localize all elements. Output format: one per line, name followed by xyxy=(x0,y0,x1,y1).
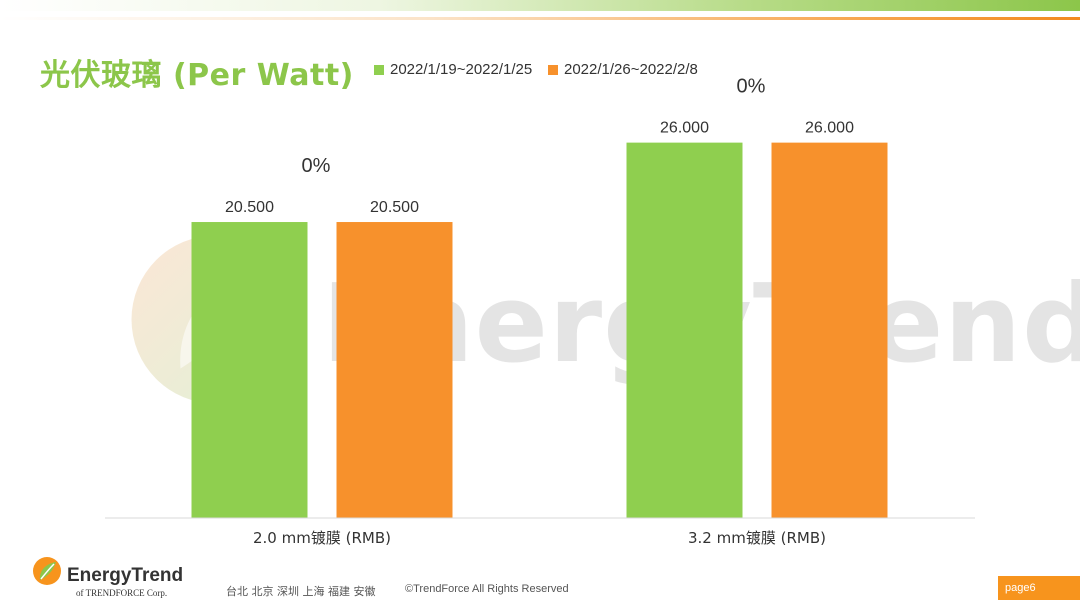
footer-cities: 台北 北京 深圳 上海 福建 安徽 xyxy=(226,585,376,598)
page-number-badge: page6 xyxy=(998,576,1080,600)
data-label-1-2: 26.000 xyxy=(660,120,709,137)
legend-swatch-green xyxy=(374,64,384,75)
x-tick-label-1: 2.0 mm镀膜 (RMB) xyxy=(253,529,391,547)
x-tick-label-2: 3.2 mm镀膜 (RMB) xyxy=(688,529,826,547)
bar-2-1 xyxy=(336,222,453,518)
legend-item-series-1: 2022/1/19~2022/1/25 xyxy=(374,61,532,78)
energytrend-logo-icon xyxy=(33,557,61,585)
legend-label-series-1: 2022/1/19~2022/1/25 xyxy=(390,61,533,78)
footer-brand: EnergyTrend xyxy=(67,565,184,586)
slide-title: 光伏玻璃 (Per Watt) xyxy=(40,58,354,93)
change-label-1: 0% xyxy=(302,155,331,177)
legend-item-series-2: 2022/1/26~2022/2/8 xyxy=(548,61,698,78)
footer-subtitle: of TRENDFORCE Corp. xyxy=(76,588,168,598)
data-label-1-1: 20.500 xyxy=(225,199,274,216)
top-accent-line xyxy=(0,17,1080,20)
bar-1-1 xyxy=(191,222,308,518)
bar-2-2 xyxy=(771,142,888,518)
footer-copyright: ©TrendForce All Rights Reserved xyxy=(405,583,569,595)
data-label-2-1: 20.500 xyxy=(370,199,419,216)
change-label-2: 0% xyxy=(737,76,766,98)
data-label-2-2: 26.000 xyxy=(805,120,854,137)
legend-label-series-2: 2022/1/26~2022/2/8 xyxy=(564,61,698,78)
top-accent-bar xyxy=(0,0,1080,11)
legend-swatch-orange xyxy=(548,64,558,75)
bar-1-2 xyxy=(626,142,743,518)
